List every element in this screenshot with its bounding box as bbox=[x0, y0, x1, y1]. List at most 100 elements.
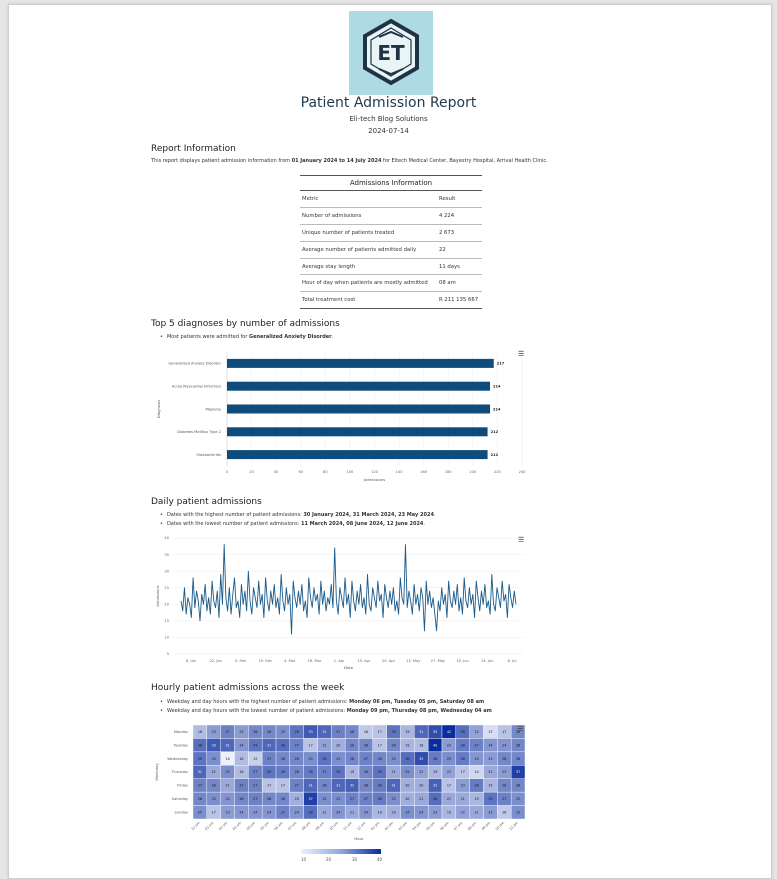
category-label: Diabetes Mellitus Type 2 bbox=[177, 430, 221, 434]
x-tick-label: 13. May bbox=[406, 659, 421, 663]
x-tick-label: 5. Feb bbox=[235, 659, 247, 663]
x-tick-label: 24. Jun bbox=[481, 659, 493, 663]
cell-value-label: 27 bbox=[350, 797, 354, 801]
cell-value-label: 24 bbox=[267, 810, 271, 814]
cell-value-label: 27 bbox=[295, 784, 299, 788]
cell-value-label: 26 bbox=[322, 784, 326, 788]
table-row: Average stay length 11 days bbox=[300, 258, 482, 276]
cell-value-label: 19 bbox=[447, 810, 451, 814]
y-tick-label: 30 bbox=[164, 569, 169, 573]
column-label: 04 am bbox=[246, 821, 256, 831]
cell-value-label: 26 bbox=[378, 757, 382, 761]
row-label: Thursday bbox=[170, 770, 189, 774]
column-label: 07 am bbox=[287, 821, 297, 831]
cell-value-label: 32 bbox=[433, 784, 437, 788]
column-label: 08 am bbox=[301, 821, 311, 831]
cell-value-label: 26 bbox=[502, 757, 506, 761]
x-axis-title: Hour bbox=[354, 836, 364, 841]
cell-value-label: 25 bbox=[322, 797, 326, 801]
hourly-bullets: Weekday and day hours with the highest n… bbox=[160, 698, 492, 716]
column-label: 12 am bbox=[190, 821, 200, 831]
diagnoses-heading: Top 5 diagnoses by number of admissions bbox=[151, 319, 340, 329]
cell-value-label: 28 bbox=[433, 757, 437, 761]
cell-value-label: 32 bbox=[350, 784, 354, 788]
cell-value-label: 24 bbox=[239, 743, 243, 747]
cell-value-label: 22 bbox=[447, 770, 451, 774]
data-label: 212 bbox=[491, 453, 499, 457]
column-label: 04 pm bbox=[412, 821, 422, 831]
cell-value-label: 25 bbox=[336, 757, 340, 761]
bar bbox=[227, 358, 494, 368]
cell-value-label: 26 bbox=[364, 784, 368, 788]
result-cell: R 211 135 667 bbox=[437, 291, 482, 310]
cell-value-label: 23 bbox=[433, 810, 437, 814]
cell-value-label: 24 bbox=[488, 743, 492, 747]
cell-value-label: 25 bbox=[281, 730, 285, 734]
line-chart-menu-icon[interactable]: ☰ bbox=[518, 536, 525, 544]
admissions-info-table: Admissions Information Metric Result Num… bbox=[300, 175, 482, 310]
cell-value-label: 19 bbox=[488, 784, 492, 788]
category-label: Migraine bbox=[205, 407, 221, 411]
column-label: 06 am bbox=[273, 821, 283, 831]
cell-value-label: 31 bbox=[419, 730, 423, 734]
column-label: 11 pm bbox=[508, 821, 518, 831]
daily-admissions-heading: Daily patient admissions bbox=[151, 497, 262, 507]
cell-value-label: 21 bbox=[474, 810, 478, 814]
cell-value-label: 35 bbox=[433, 730, 437, 734]
cell-value-label: 21 bbox=[447, 797, 451, 801]
cell-value-label: 29 bbox=[336, 770, 340, 774]
diagnoses-bullets: Most patients were admitted for Generali… bbox=[160, 333, 333, 342]
cell-value-label: 20 bbox=[405, 797, 409, 801]
column-label: 01 pm bbox=[370, 821, 380, 831]
cell-value-label: 33 bbox=[212, 743, 216, 747]
metric-cell: Unique number of patients treated bbox=[300, 224, 437, 242]
x-tick-label: 20 bbox=[249, 470, 254, 474]
x-tick-label: 18. Mar bbox=[308, 659, 322, 663]
header-cell-result: Result bbox=[437, 191, 482, 209]
x-tick-label: 15. Apr bbox=[357, 659, 371, 663]
hourly-admissions-heatmap: Monday 18 23 27 23 26 26 25 29 33 31 27 26 16 17 29 19 31… bbox=[154, 724, 526, 841]
bar-chart-menu-icon[interactable]: ☰ bbox=[518, 350, 525, 358]
metric-cell: Hour of day when patients are mostly adm… bbox=[300, 274, 437, 293]
x-tick-label: 80 bbox=[323, 470, 328, 474]
cell-value-label: 23 bbox=[447, 743, 451, 747]
cell-value-label: 26 bbox=[502, 784, 506, 788]
cell-value-label: 23 bbox=[488, 810, 492, 814]
cell-value-label: 21 bbox=[322, 810, 326, 814]
cell-value-label: 26 bbox=[267, 730, 271, 734]
table-row: Hour of day when patients are mostly adm… bbox=[300, 274, 482, 293]
cell-value-label: 25 bbox=[391, 757, 395, 761]
bar bbox=[227, 427, 488, 437]
daily-admissions-line-chart: 5 10 15 20 25 30 35 40 8. Jan 22. Jan 5. Feb 19. Fe… bbox=[155, 536, 524, 670]
column-label: 05 am bbox=[260, 821, 270, 831]
cell-value-label: 30 bbox=[405, 757, 409, 761]
metric-cell: Number of admissions bbox=[300, 207, 437, 226]
cell-value-label: 25 bbox=[212, 797, 216, 801]
legend-label: 30 bbox=[352, 857, 358, 862]
heatmap-cell bbox=[510, 805, 526, 820]
cell-value-label: 28 bbox=[281, 770, 285, 774]
cell-value-label: 22 bbox=[322, 743, 326, 747]
report-title: Patient Admission Report bbox=[300, 95, 477, 111]
cell-value-label: 20 bbox=[295, 797, 299, 801]
cell-value-label: 23 bbox=[212, 730, 216, 734]
x-tick-label: 19. Feb bbox=[258, 659, 272, 663]
x-tick-label: 180 bbox=[445, 470, 453, 474]
cell-value-label: 19 bbox=[405, 743, 409, 747]
list-item: Dates with the highest number of patient… bbox=[160, 511, 436, 520]
x-tick-label: 4. Mar bbox=[284, 659, 296, 663]
result-cell: 4 224 bbox=[437, 207, 482, 226]
x-tick-label: 120 bbox=[371, 470, 379, 474]
cell-value-label: 17 bbox=[281, 784, 285, 788]
category-label: Osteoarthritis bbox=[196, 453, 221, 457]
heatmap-menu-icon[interactable]: ☰ bbox=[517, 725, 524, 733]
column-label: 11 am bbox=[343, 821, 353, 831]
cell-value-label: 26 bbox=[281, 797, 285, 801]
cell-value-label: 29 bbox=[488, 797, 492, 801]
cell-value-label: 27 bbox=[267, 757, 271, 761]
cell-value-label: 25 bbox=[516, 797, 520, 801]
admissions-table-caption: Admissions Information bbox=[300, 175, 482, 191]
cell-value-label: 17 bbox=[378, 730, 382, 734]
cell-value-label: 27 bbox=[502, 797, 506, 801]
cell-value-label: 31 bbox=[308, 784, 312, 788]
